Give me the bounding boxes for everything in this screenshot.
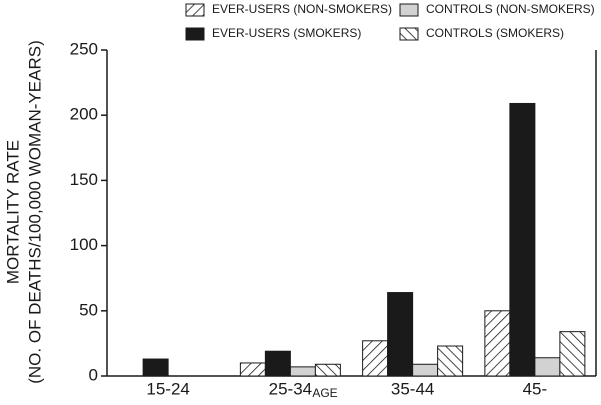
legend-label: EVER-USERS (NON-SMOKERS): [212, 2, 392, 16]
y-axis-label: MORTALITY RATE: [3, 140, 22, 284]
x-tick-label: 15-24: [146, 379, 189, 398]
bar: [289, 366, 316, 377]
bar: [559, 331, 586, 377]
legend-label: EVER-USERS (SMOKERS): [212, 26, 361, 40]
x-tick-label: 35-44: [391, 379, 434, 398]
bar: [362, 340, 389, 377]
bar: [534, 357, 561, 377]
legend-swatch: [399, 3, 419, 17]
y-tick-label: 50: [79, 300, 98, 319]
bar: [387, 292, 414, 377]
bar: [142, 358, 169, 377]
bar: [314, 363, 341, 377]
legend-swatch: [399, 27, 419, 41]
y-axis-label: (NO. OF DEATHS/100,000 WOMAN-YEARS): [25, 40, 44, 384]
bar: [437, 345, 464, 377]
legend-swatch: [185, 3, 205, 17]
y-tick-label: 100: [70, 235, 98, 254]
x-tick-label: 25-34: [269, 379, 312, 398]
y-tick-label: 200: [70, 105, 98, 124]
y-tick-label: 250: [70, 39, 98, 58]
x-tick-label: 45-: [523, 379, 548, 398]
bar: [412, 363, 439, 377]
bar: [509, 102, 536, 377]
y-tick-label: 150: [70, 170, 98, 189]
legend-swatch: [185, 27, 205, 41]
x-axis-label: AGE: [312, 386, 337, 400]
legend-label: CONTROLS (SMOKERS): [426, 26, 564, 40]
y-tick-label: 0: [89, 365, 98, 384]
bar: [264, 350, 291, 377]
bar: [239, 362, 266, 377]
legend-label: CONTROLS (NON-SMOKERS): [426, 2, 595, 16]
bar: [484, 310, 511, 377]
